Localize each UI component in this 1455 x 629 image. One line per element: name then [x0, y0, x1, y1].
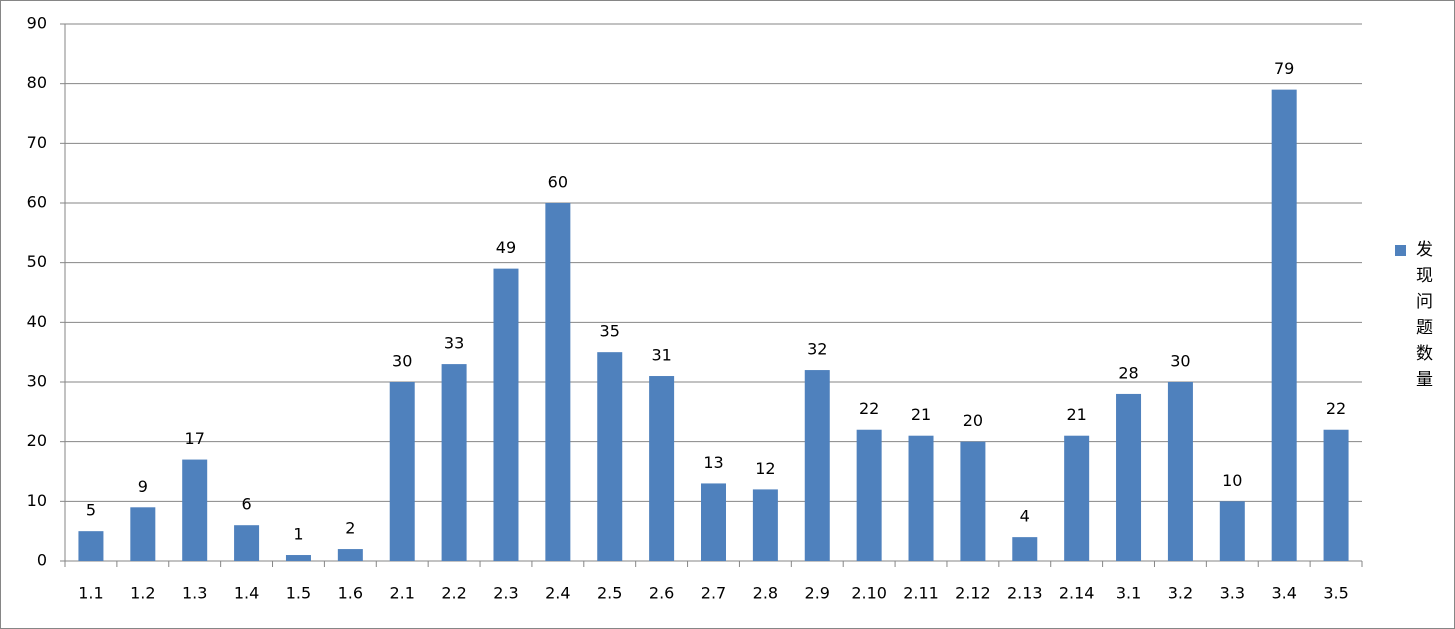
data-label: 35	[600, 322, 620, 341]
bar	[337, 549, 363, 561]
legend-marker	[1395, 245, 1406, 256]
data-label: 28	[1118, 363, 1138, 382]
bar	[130, 507, 156, 561]
bar	[78, 531, 104, 561]
bar	[701, 483, 726, 561]
bar	[908, 435, 934, 561]
bar	[1116, 393, 1142, 561]
bar	[441, 364, 467, 561]
data-label: 4	[1020, 507, 1030, 526]
bar	[234, 525, 260, 561]
x-tick-label: 2.3	[493, 584, 518, 603]
x-tick-label: 3.2	[1168, 584, 1193, 603]
data-label: 17	[185, 429, 205, 448]
x-tick-label: 1.3	[182, 584, 207, 603]
x-tick-label: 2.11	[903, 584, 939, 603]
x-tick-label: 1.5	[286, 584, 311, 603]
data-label: 32	[807, 340, 827, 359]
data-label: 79	[1274, 59, 1294, 78]
y-tick-label: 80	[27, 73, 47, 92]
data-label: 5	[86, 501, 96, 520]
y-tick-label: 10	[27, 491, 47, 510]
x-tick-label: 2.2	[441, 584, 466, 603]
bar	[545, 203, 571, 561]
y-tick-label: 50	[27, 252, 47, 271]
data-label: 9	[138, 477, 148, 496]
data-label: 22	[1326, 399, 1346, 418]
bar	[804, 370, 830, 561]
bar	[285, 555, 311, 561]
data-label: 12	[755, 459, 775, 478]
x-tick-label: 2.10	[851, 584, 887, 603]
data-label: 30	[392, 352, 412, 371]
x-tick-label: 1.2	[130, 584, 155, 603]
bar	[182, 459, 208, 561]
bar	[960, 441, 986, 561]
x-tick-label: 2.12	[955, 584, 991, 603]
x-tick-label: 2.8	[753, 584, 778, 603]
x-tick-label: 1.6	[338, 584, 363, 603]
y-tick-label: 70	[27, 133, 47, 152]
x-tick-label: 2.6	[649, 584, 674, 603]
bar	[1167, 382, 1193, 561]
x-tick-label: 1.1	[78, 584, 103, 603]
data-label: 2	[345, 519, 355, 538]
data-label: 21	[1066, 405, 1086, 424]
bar	[1323, 429, 1349, 561]
x-tick-label: 2.1	[389, 584, 414, 603]
x-tick-label: 2.14	[1059, 584, 1095, 603]
x-tick-label: 3.5	[1323, 584, 1348, 603]
x-tick-label: 2.7	[701, 584, 726, 603]
data-label: 13	[703, 453, 723, 472]
bar	[389, 382, 415, 561]
bar	[752, 489, 778, 561]
data-label: 30	[1170, 352, 1190, 371]
bar	[856, 429, 882, 561]
legend-label: 发现问题数量	[1412, 240, 1433, 396]
y-tick-label: 0	[37, 551, 47, 570]
data-label: 6	[241, 495, 251, 514]
bar	[1012, 537, 1038, 561]
bar	[649, 376, 675, 561]
data-label: 1	[293, 525, 303, 544]
data-label: 49	[496, 238, 516, 257]
y-tick-label: 90	[27, 14, 47, 33]
y-tick-label: 60	[27, 193, 47, 212]
x-tick-label: 3.4	[1271, 584, 1296, 603]
data-label: 10	[1222, 471, 1242, 490]
bar	[493, 268, 519, 561]
y-tick-label: 30	[27, 372, 47, 391]
data-label: 22	[859, 399, 879, 418]
y-tick-label: 20	[27, 431, 47, 450]
x-tick-label: 3.3	[1220, 584, 1245, 603]
data-label: 60	[548, 173, 568, 192]
y-tick-label: 40	[27, 312, 47, 331]
bar	[1219, 501, 1245, 561]
x-tick-label: 2.9	[805, 584, 830, 603]
data-label: 20	[963, 411, 983, 430]
x-tick-label: 1.4	[234, 584, 259, 603]
bar	[597, 352, 623, 561]
data-label: 21	[911, 405, 931, 424]
x-tick-label: 3.1	[1116, 584, 1141, 603]
bar	[1064, 435, 1090, 561]
data-label: 33	[444, 334, 464, 353]
data-label: 31	[651, 346, 671, 365]
bar	[1271, 89, 1297, 561]
x-tick-label: 2.13	[1007, 584, 1043, 603]
x-tick-label: 2.4	[545, 584, 570, 603]
x-tick-label: 2.5	[597, 584, 622, 603]
